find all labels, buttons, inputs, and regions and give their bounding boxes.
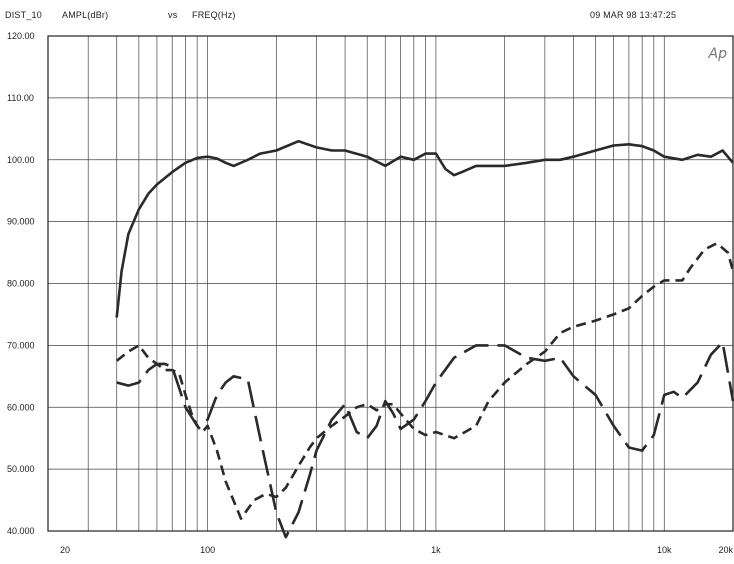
x-tick-label: 20: [60, 545, 70, 555]
plot-frame: [47, 35, 734, 532]
y-tick-label: 50.000: [7, 464, 35, 474]
chart-grid: [48, 35, 734, 532]
series-line-1-solid: [115, 139, 734, 318]
x-axis-tick-labels: 20 100 1k 10k 20k: [60, 545, 734, 555]
series-line-3-longdash: [116, 340, 734, 539]
ap-logo: Ap: [708, 46, 728, 62]
header-timestamp: 09 MAR 98 13:47:25: [590, 10, 677, 20]
y-tick-label: 90.000: [7, 217, 35, 227]
y-tick-label: 110.00: [7, 93, 34, 103]
y-tick-label: 100.00: [7, 155, 35, 165]
y-tick-label: 70.000: [7, 340, 35, 350]
y-tick-label: 120.00: [7, 31, 35, 41]
x-tick-label: 100: [200, 545, 215, 555]
y-axis-tick-labels: 120.00 110.00 100.00 90.000 80.000 70.000 60.0…: [7, 31, 35, 536]
header-x-quantity: FREQ(Hz): [192, 10, 236, 20]
y-tick-label: 40.000: [7, 526, 35, 536]
x-tick-label: 10k: [657, 545, 672, 555]
x-tick-label: 20k: [718, 545, 733, 555]
header-vs: vs: [168, 10, 178, 20]
x-tick-label: 1k: [431, 545, 441, 555]
y-tick-label: 60.000: [7, 402, 35, 412]
header-y-quantity: AMPL(dBr): [62, 10, 109, 20]
y-tick-label: 80.000: [7, 279, 35, 289]
series-line-2-dashed: [115, 242, 734, 520]
header-dataset: DIST_10: [5, 10, 42, 20]
series-layer: [115, 139, 734, 539]
